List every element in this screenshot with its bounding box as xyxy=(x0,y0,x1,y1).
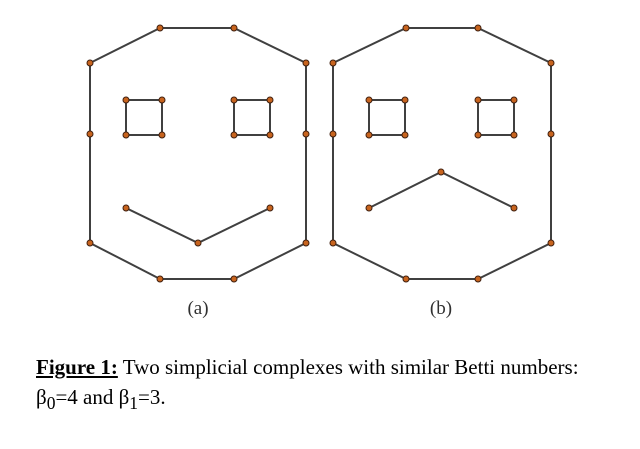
panel-b-vertex xyxy=(547,130,555,138)
panel-a-vertex xyxy=(266,204,274,212)
panel-b-vertex xyxy=(401,96,409,104)
panel-b-mouth-frown xyxy=(368,170,515,209)
panel-a-right-eye xyxy=(233,99,271,136)
panel-b-label: (b) xyxy=(430,298,452,319)
panel-a-vertex xyxy=(302,130,310,138)
panel-a-vertex xyxy=(156,24,164,32)
panel-b-vertex xyxy=(510,96,518,104)
panel-a-vertex xyxy=(230,275,238,283)
panel-a-vertex xyxy=(158,96,166,104)
panel-b-vertex xyxy=(474,275,482,283)
caption-text-2: =4 and β xyxy=(55,385,130,409)
panel-b-vertex xyxy=(365,204,373,212)
panel-b-right-eye xyxy=(477,99,515,136)
panel-a: (a) xyxy=(86,24,310,319)
figure-label: Figure 1: xyxy=(36,355,118,379)
panel-b-vertex xyxy=(510,204,518,212)
caption-subscript-1: 1 xyxy=(129,393,139,414)
panel-a-vertex xyxy=(86,130,94,138)
panel-b-vertex xyxy=(474,131,482,139)
panel-b-vertex xyxy=(474,96,482,104)
panel-a-label: (a) xyxy=(187,298,208,319)
panel-b-vertex xyxy=(329,239,337,247)
panel-b-vertex xyxy=(402,275,410,283)
panel-a-vertex xyxy=(158,131,166,139)
panel-a-vertex xyxy=(156,275,164,283)
panel-a-vertex xyxy=(302,239,310,247)
panel-b-vertex xyxy=(547,239,555,247)
caption-subscript-0: 0 xyxy=(46,393,56,414)
panel-a-vertex xyxy=(86,239,94,247)
caption-text-1: Two simplicial complexes with similar Be… xyxy=(36,355,579,409)
simplicial-complexes-figure: (a) (b) xyxy=(86,24,555,319)
panel-b-vertex xyxy=(365,131,373,139)
panel-a-left-eye xyxy=(125,99,163,136)
panel-a-vertex xyxy=(122,204,130,212)
caption-text-3: =3. xyxy=(138,385,166,409)
panel-b-vertex xyxy=(365,96,373,104)
panel-a-vertex xyxy=(230,131,238,139)
panel-b-vertex xyxy=(474,24,482,32)
panel-a-vertex xyxy=(266,96,274,104)
panel-b-vertex xyxy=(329,59,337,67)
panel-a-vertex xyxy=(86,59,94,67)
panel-a-vertex xyxy=(302,59,310,67)
panel-b-vertex xyxy=(437,168,445,176)
figure-caption: Figure 1: Two simplicial complexes with … xyxy=(36,352,616,418)
panel-b-vertex xyxy=(547,59,555,67)
panel-a-vertex xyxy=(230,96,238,104)
panel-b-left-eye xyxy=(368,99,406,136)
panel-a-vertex xyxy=(194,239,202,247)
panel-b-vertex xyxy=(510,131,518,139)
panel-b-vertex xyxy=(401,131,409,139)
panel-b-vertex xyxy=(402,24,410,32)
panel-b: (b) xyxy=(329,24,555,319)
panel-a-mouth-smile xyxy=(125,207,271,245)
panel-a-vertex xyxy=(122,96,130,104)
panel-b-vertex xyxy=(329,130,337,138)
panel-a-vertex xyxy=(122,131,130,139)
panel-b-outer-boundary xyxy=(332,27,552,280)
panel-a-vertex xyxy=(266,131,274,139)
panel-a-vertex xyxy=(230,24,238,32)
